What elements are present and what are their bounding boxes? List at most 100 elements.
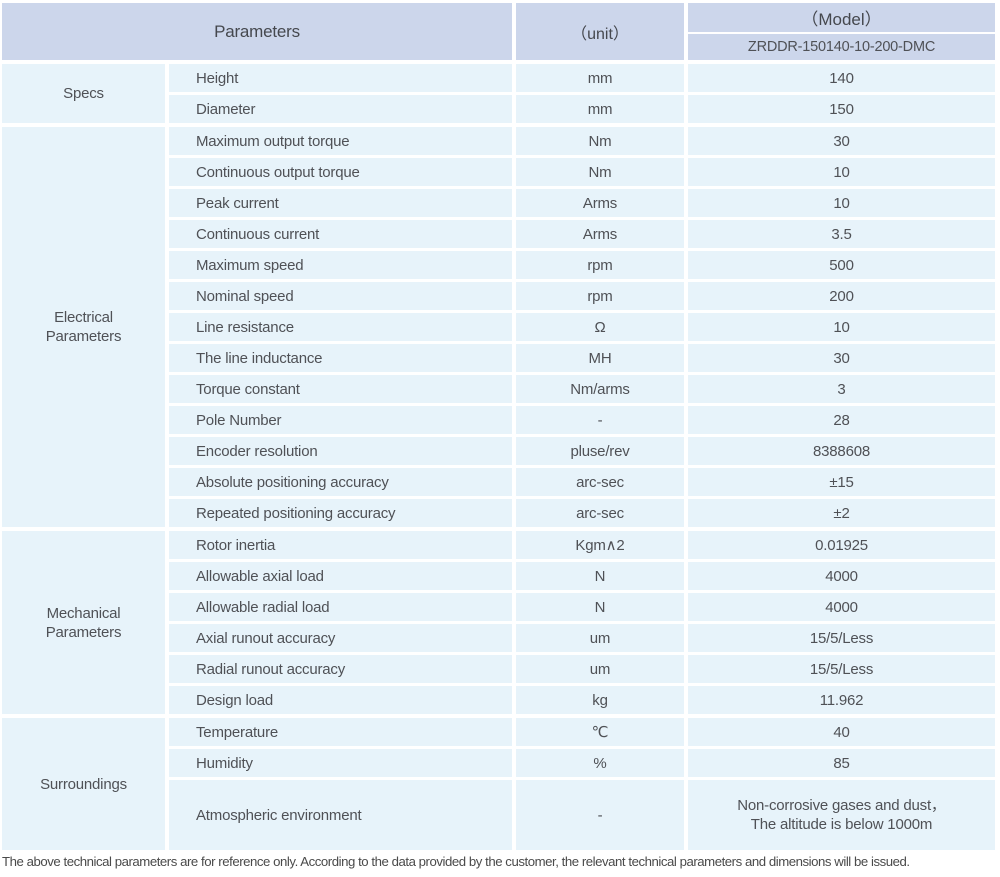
table-row: Axial runout accuracy um 15/5/Less xyxy=(169,624,995,652)
param-unit: N xyxy=(516,593,684,621)
param-unit: Nm xyxy=(516,158,684,186)
param-unit: arc-sec xyxy=(516,468,684,496)
param-value: 200 xyxy=(688,282,995,310)
param-unit: mm xyxy=(516,95,684,123)
section-surroundings: Surroundings Temperature ℃ 40 Humidity %… xyxy=(2,718,995,850)
param-name: Maximum output torque xyxy=(169,127,512,155)
param-unit: Arms xyxy=(516,220,684,248)
table-row: Humidity % 85 xyxy=(169,749,995,777)
param-unit: arc-sec xyxy=(516,499,684,527)
parameters-header-cell: Parameters xyxy=(2,3,512,60)
param-name: Line resistance xyxy=(169,313,512,341)
param-name: Absolute positioning accuracy xyxy=(169,468,512,496)
param-value: 28 xyxy=(688,406,995,434)
param-value: 30 xyxy=(688,344,995,372)
param-unit: Nm xyxy=(516,127,684,155)
table-row: The line inductance MH 30 xyxy=(169,344,995,372)
param-value: 30 xyxy=(688,127,995,155)
unit-header-cell: （unit） xyxy=(516,3,684,60)
param-name: Continuous output torque xyxy=(169,158,512,186)
param-value: Non-corrosive gases and dust， The altitu… xyxy=(688,780,995,850)
param-unit: % xyxy=(516,749,684,777)
param-unit: N xyxy=(516,562,684,590)
param-unit: MH xyxy=(516,344,684,372)
table-row: Absolute positioning accuracy arc-sec ±1… xyxy=(169,468,995,496)
param-name: Radial runout accuracy xyxy=(169,655,512,683)
param-name: Peak current xyxy=(169,189,512,217)
param-unit: Ω xyxy=(516,313,684,341)
table-row: Maximum speed rpm 500 xyxy=(169,251,995,279)
table-row: Temperature ℃ 40 xyxy=(169,718,995,746)
param-name: Allowable radial load xyxy=(169,593,512,621)
param-name: Torque constant xyxy=(169,375,512,403)
param-unit: - xyxy=(516,780,684,850)
table-row: Pole Number - 28 xyxy=(169,406,995,434)
param-name: Design load xyxy=(169,686,512,714)
table-row: Diameter mm 150 xyxy=(169,95,995,123)
param-unit: um xyxy=(516,655,684,683)
table-row: Encoder resolution pluse/rev 8388608 xyxy=(169,437,995,465)
model-number: ZRDDR-150140-10-200-DMC xyxy=(688,34,995,60)
table-row: Rotor inertia Kgm∧2 0.01925 xyxy=(169,531,995,559)
param-value: 11.962 xyxy=(688,686,995,714)
param-unit: um xyxy=(516,624,684,652)
param-value: 0.01925 xyxy=(688,531,995,559)
footer-note: The above technical parameters are for r… xyxy=(2,854,910,869)
param-unit: Nm/arms xyxy=(516,375,684,403)
param-value: 40 xyxy=(688,718,995,746)
param-name: Maximum speed xyxy=(169,251,512,279)
param-name: Humidity xyxy=(169,749,512,777)
param-value: 15/5/Less xyxy=(688,624,995,652)
section-electrical: Electrical Parameters Maximum output tor… xyxy=(2,127,995,527)
table-row: Radial runout accuracy um 15/5/Less xyxy=(169,655,995,683)
param-unit: rpm xyxy=(516,251,684,279)
param-unit: Kgm∧2 xyxy=(516,531,684,559)
param-value: 500 xyxy=(688,251,995,279)
param-name: Atmospheric environment xyxy=(169,780,512,850)
section-rows: Height mm 140 Diameter mm 150 xyxy=(169,64,995,123)
section-rows: Maximum output torque Nm 30 Continuous o… xyxy=(169,127,995,527)
table-row: Allowable axial load N 4000 xyxy=(169,562,995,590)
table-row: Atmospheric environment - Non-corrosive … xyxy=(169,780,995,850)
param-value: 8388608 xyxy=(688,437,995,465)
section-label-mechanical: Mechanical Parameters xyxy=(2,531,165,714)
param-unit: mm xyxy=(516,64,684,92)
table-header: Parameters （unit） （Model） ZRDDR-150140-1… xyxy=(2,3,995,60)
param-value: 140 xyxy=(688,64,995,92)
table-row: Peak current Arms 10 xyxy=(169,189,995,217)
param-name: Encoder resolution xyxy=(169,437,512,465)
param-value: ±15 xyxy=(688,468,995,496)
param-unit: rpm xyxy=(516,282,684,310)
model-header-label: （Model） xyxy=(688,3,995,32)
section-label-electrical: Electrical Parameters xyxy=(2,127,165,527)
param-name: Pole Number xyxy=(169,406,512,434)
param-value: ±2 xyxy=(688,499,995,527)
param-name: Height xyxy=(169,64,512,92)
table-row: Height mm 140 xyxy=(169,64,995,92)
param-value: 10 xyxy=(688,158,995,186)
table-row: Design load kg 11.962 xyxy=(169,686,995,714)
section-specs: Specs Height mm 140 Diameter mm 150 xyxy=(2,64,995,123)
param-name: The line inductance xyxy=(169,344,512,372)
param-value: 150 xyxy=(688,95,995,123)
param-unit: ℃ xyxy=(516,718,684,746)
param-value: 85 xyxy=(688,749,995,777)
param-name: Allowable axial load xyxy=(169,562,512,590)
param-unit: Arms xyxy=(516,189,684,217)
param-name: Diameter xyxy=(169,95,512,123)
table-row: Maximum output torque Nm 30 xyxy=(169,127,995,155)
table-row: Nominal speed rpm 200 xyxy=(169,282,995,310)
param-unit: kg xyxy=(516,686,684,714)
section-rows: Rotor inertia Kgm∧2 0.01925 Allowable ax… xyxy=(169,531,995,714)
param-value: 10 xyxy=(688,189,995,217)
param-value: 10 xyxy=(688,313,995,341)
table-row: Torque constant Nm/arms 3 xyxy=(169,375,995,403)
param-name: Rotor inertia xyxy=(169,531,512,559)
param-value: 3 xyxy=(688,375,995,403)
table-row: Repeated positioning accuracy arc-sec ±2 xyxy=(169,499,995,527)
param-unit: - xyxy=(516,406,684,434)
table-row: Continuous output torque Nm 10 xyxy=(169,158,995,186)
table-row: Line resistance Ω 10 xyxy=(169,313,995,341)
param-name: Axial runout accuracy xyxy=(169,624,512,652)
section-label-surroundings: Surroundings xyxy=(2,718,165,850)
